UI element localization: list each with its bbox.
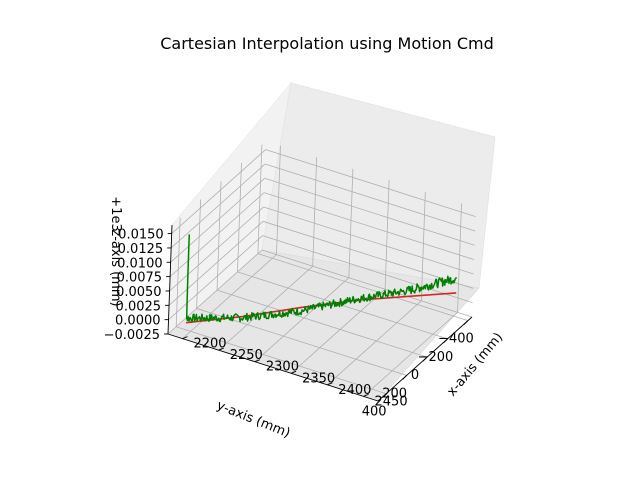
z-gridline — [264, 177, 475, 246]
y-gridline — [175, 217, 181, 327]
z-gridline — [169, 192, 265, 277]
y-tick-mark — [422, 356, 428, 362]
x-tick-mark — [363, 393, 369, 397]
chart-title: Cartesian Interpolation using Motion Cmd — [160, 34, 494, 53]
x-gridline — [363, 312, 458, 397]
z-axis-label: z-axis (mm) — [108, 229, 123, 306]
y-gridline — [176, 326, 387, 395]
x-tick-label: 2300 — [266, 360, 299, 375]
x-tick-label: 2450 — [375, 394, 408, 409]
y-tick-label: −400 — [438, 332, 474, 347]
z-axis-line — [167, 224, 173, 335]
z-gridline — [170, 177, 265, 263]
z-tick-label: 0.0050 — [116, 285, 162, 300]
plot-series — [185, 234, 457, 324]
x-gridline — [420, 191, 426, 301]
x-gridline — [312, 157, 318, 267]
x-gridline — [254, 277, 350, 363]
x-gridline — [348, 168, 354, 278]
y-tick-label: −200 — [418, 350, 454, 365]
z-tick-label: 0.0125 — [118, 242, 164, 257]
z-offset-text: +1e3 — [108, 196, 123, 231]
z-gridline — [171, 149, 266, 234]
y-gridline — [216, 289, 428, 358]
x-gridline — [457, 203, 462, 313]
x-tick-label: 2350 — [302, 371, 335, 386]
x-tick-mark — [218, 347, 224, 351]
x-tick-mark — [182, 336, 188, 340]
z-gridline — [262, 235, 473, 304]
z-tick-label: 0.0150 — [118, 228, 164, 243]
x-gridline — [384, 180, 390, 290]
z-gridline — [169, 206, 264, 292]
z-gridline — [265, 149, 476, 217]
x-tick-label: 2400 — [338, 383, 371, 398]
z-tick-label: 0.0025 — [116, 299, 162, 314]
y-gridline — [257, 144, 263, 254]
y-tick-mark — [381, 393, 387, 399]
y-gridline — [257, 253, 469, 322]
y-tick-label: 400 — [362, 405, 387, 420]
y-gridline — [196, 199, 202, 309]
x-axis-line — [167, 333, 379, 402]
y-tick-mark — [443, 338, 448, 344]
series-measured-path — [185, 234, 457, 323]
y-tick-mark — [463, 320, 469, 325]
z-gridline — [168, 235, 263, 320]
z-tick-label: 0.0075 — [117, 271, 163, 286]
y-gridline — [216, 181, 222, 291]
z-gridline — [168, 221, 264, 306]
z-gridline — [263, 192, 475, 261]
z-gridline — [263, 206, 474, 275]
x-tick-mark — [290, 370, 297, 374]
x-gridline — [290, 288, 386, 374]
x-gridline — [182, 254, 277, 339]
z-gridline — [170, 163, 266, 249]
axes — [164, 224, 473, 402]
y-tick-mark — [402, 375, 407, 380]
z-gridline — [167, 249, 263, 335]
x-gridline — [276, 145, 281, 255]
y-gridline — [237, 162, 242, 272]
z-tick-label: 0.0100 — [117, 256, 163, 271]
y-tick-label: 200 — [382, 386, 407, 401]
x-gridline — [218, 265, 313, 351]
x-gridline — [327, 300, 422, 386]
z-tick-label: 0.0000 — [115, 314, 161, 329]
grid-lines — [167, 144, 476, 397]
z-gridline — [262, 220, 474, 289]
x-tick-mark — [254, 359, 261, 363]
z-gridline — [265, 163, 476, 232]
x-tick-label: 2200 — [193, 337, 226, 352]
x-tick-mark — [327, 382, 333, 386]
z-tick-label: −0.0025 — [104, 328, 160, 343]
y-tick-label: 0 — [411, 368, 419, 383]
z-gridline — [261, 249, 473, 318]
x-tick-label: 2250 — [230, 348, 263, 363]
y-axis-label: y-axis (mm) — [214, 398, 292, 441]
